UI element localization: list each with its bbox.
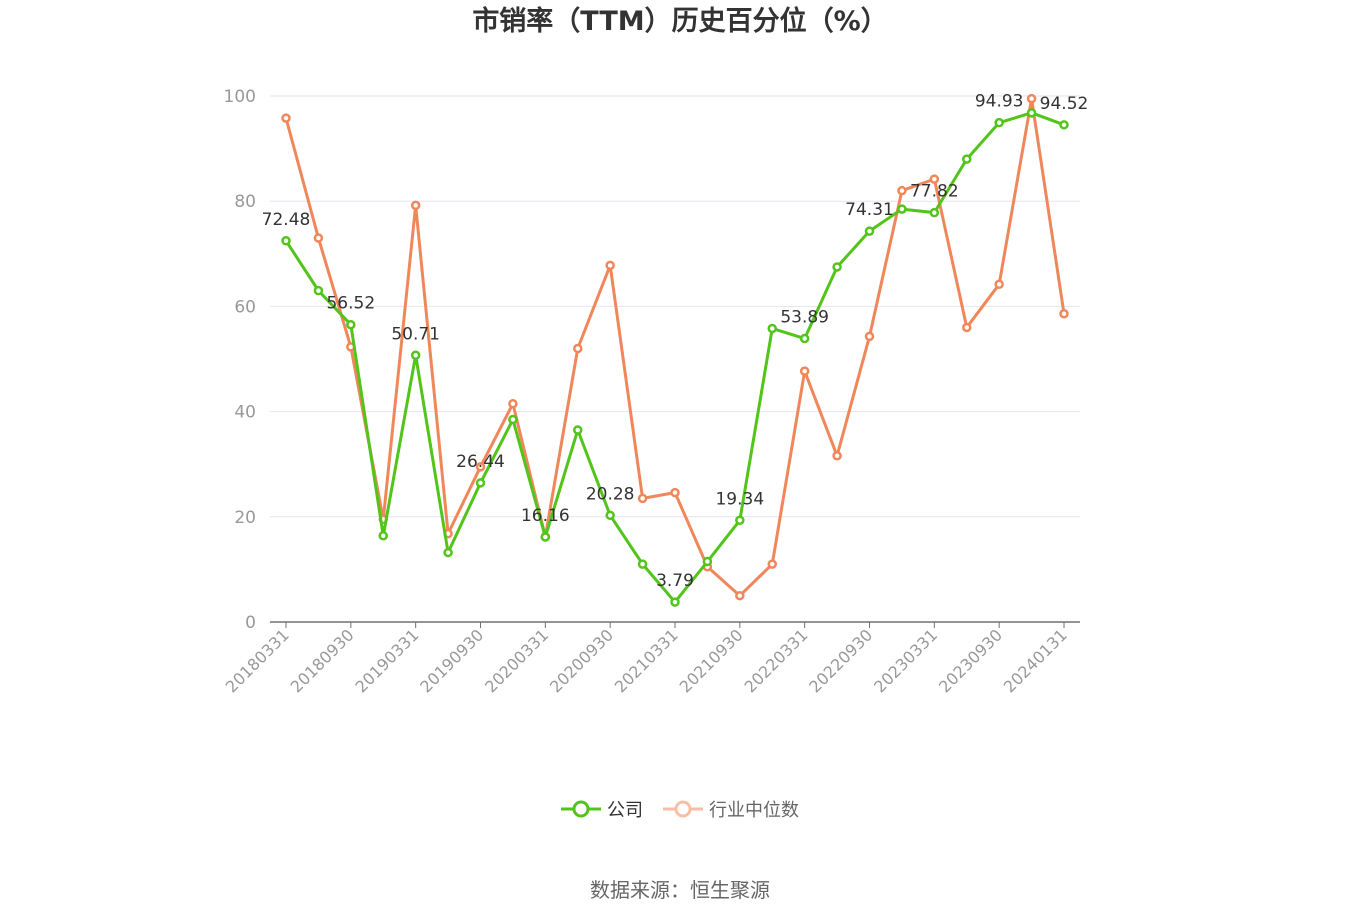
y-tick-label: 80 [234, 192, 256, 212]
company-data-point [1059, 120, 1069, 130]
company-data-point [605, 510, 615, 521]
company-data-point [346, 319, 356, 330]
y-tick-label: 0 [245, 613, 256, 633]
industry-data-point [410, 200, 421, 211]
company-data-point [637, 559, 648, 569]
industry-data-point [281, 113, 291, 123]
company-data-point [1026, 108, 1037, 118]
data-label: 74.31 [845, 200, 894, 220]
data-source: 数据来源：恒生聚源 [590, 878, 770, 902]
x-tick-label: 20190930 [416, 625, 487, 696]
data-label: 77.82 [910, 182, 959, 202]
data-label: 50.71 [391, 324, 440, 344]
x-tick-label: 20210331 [611, 625, 682, 696]
x-tick-label: 20200930 [546, 625, 617, 696]
industry-data-point [637, 493, 648, 504]
x-tick-label: 20220331 [740, 625, 811, 696]
x-tick-label: 20200331 [481, 625, 552, 696]
x-tick-label: 20230930 [935, 625, 1006, 696]
x-tick-label: 20210930 [676, 625, 747, 696]
industry-data-point [767, 559, 777, 569]
company-data-point [962, 154, 972, 164]
company-data-point [475, 478, 486, 488]
company-data-point [443, 547, 453, 558]
industry-data-point [1026, 93, 1037, 104]
legend-item-industry[interactable]: 行业中位数 [663, 796, 799, 822]
x-tick-label: 20180331 [222, 625, 293, 696]
legend-item-company[interactable]: 公司 [561, 796, 643, 822]
industry-data-point [897, 185, 907, 196]
x-tick-label: 20190331 [351, 625, 422, 696]
data-label: 26.44 [456, 452, 505, 472]
data-label: 56.52 [326, 294, 375, 314]
x-tick-label: 20240131 [1000, 625, 1071, 696]
x-tick-label: 20220930 [805, 625, 876, 696]
industry-data-point [508, 398, 518, 409]
industry-data-point [475, 462, 486, 472]
legend-industry-label: 行业中位数 [709, 800, 799, 821]
data-label: 53.89 [780, 308, 829, 328]
data-label: 16.16 [521, 506, 570, 526]
company-data-point [994, 117, 1004, 128]
industry-data-point [573, 343, 583, 354]
company-data-point [702, 556, 713, 567]
legend-industry-marker-icon [663, 800, 703, 818]
company-data-point [540, 532, 551, 542]
company-data-point [313, 285, 324, 296]
company-data-point [281, 236, 291, 246]
line-chart: 0 20 40 60 80 100 2018033120180930201903312019… [222, 87, 1089, 696]
industry-data-point [929, 174, 940, 184]
data-label: 3.79 [656, 571, 694, 591]
company-data-point [799, 333, 810, 344]
industry-data-point [670, 487, 680, 498]
industry-data-point [799, 366, 810, 376]
company-data-point [897, 204, 907, 214]
x-tick-label: 20180930 [287, 625, 358, 696]
industry-data-point [605, 260, 615, 271]
company-data-point [508, 414, 518, 425]
legend-company-label: 公司 [607, 800, 643, 821]
company-data-point [378, 530, 388, 541]
industry-data-point [313, 233, 324, 243]
data-label: 20.28 [586, 484, 635, 504]
data-label: 94.93 [975, 92, 1024, 112]
industry-data-point [962, 322, 972, 333]
industry-data-point [1059, 309, 1069, 319]
y-tick-label: 20 [234, 508, 256, 528]
industry-data-point [864, 331, 875, 342]
chart-title: 市销率（TTM）历史百分位（%） [472, 6, 888, 37]
company-data-point [670, 597, 680, 607]
company-data-point [410, 350, 421, 361]
legend-company-marker-icon [561, 800, 601, 818]
company-data-point [864, 226, 875, 236]
y-tick-label: 40 [234, 403, 256, 423]
data-label: 94.52 [1040, 94, 1089, 114]
y-tick-label: 60 [234, 297, 256, 317]
company-data-point [573, 425, 583, 435]
x-tick-label: 20230331 [870, 625, 941, 696]
data-label: 72.48 [262, 210, 311, 230]
company-data-point [735, 515, 745, 526]
y-tick-label: 100 [224, 87, 256, 107]
company-data-point [767, 323, 777, 334]
legend: 公司 行业中位数 [0, 796, 1360, 822]
industry-data-point [735, 590, 745, 601]
industry-data-point [994, 279, 1004, 290]
industry-series-line [284, 97, 1066, 598]
company-data-point [929, 207, 940, 218]
company-data-point [832, 262, 842, 272]
industry-data-point [832, 451, 842, 461]
data-label: 19.34 [715, 489, 764, 509]
